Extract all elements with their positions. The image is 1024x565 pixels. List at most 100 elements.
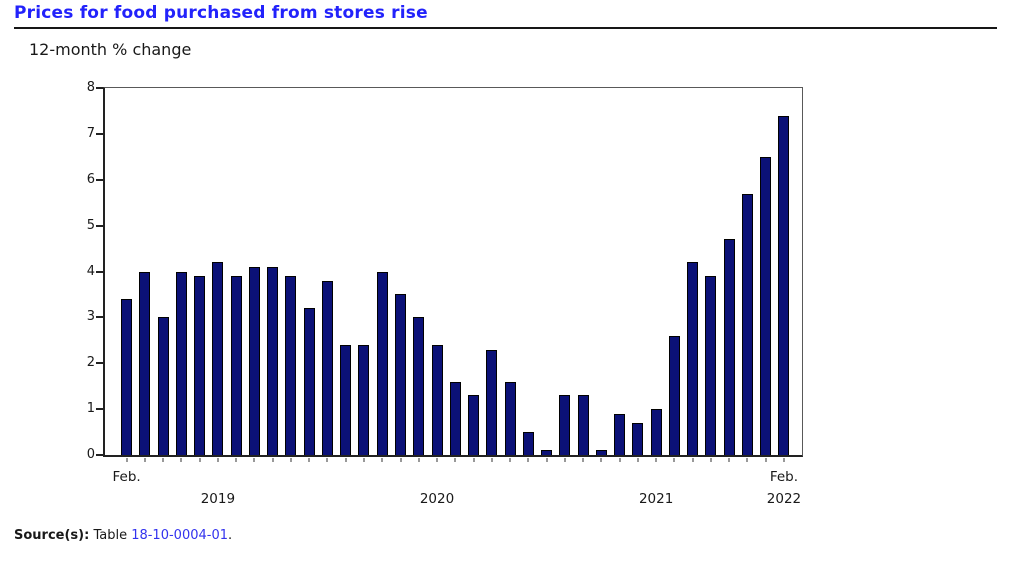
bar-may-2021 (614, 413, 626, 455)
bar-oct-2021 (705, 276, 717, 455)
y-axis-tick (96, 270, 103, 273)
x-axis-tick-label: Feb. (112, 469, 141, 485)
x-axis-tick-label: Feb. (769, 469, 799, 485)
y-axis-tick-label: 5 (86, 217, 95, 233)
x-axis-minor-tick (454, 458, 457, 462)
x-axis-minor-tick (691, 458, 694, 462)
x-axis-minor-tick (399, 458, 402, 462)
x-axis-minor-tick (344, 458, 347, 462)
bar-dec-2020 (522, 432, 534, 455)
bar-apr-2020 (376, 271, 388, 455)
bar-dec-2019 (303, 308, 315, 455)
bar-jul-2021 (650, 409, 662, 455)
x-axis-minor-tick (472, 458, 475, 462)
x-axis-minor-tick (782, 458, 785, 462)
y-axis-tick (96, 87, 103, 89)
bar-jun-2021 (632, 422, 644, 455)
x-axis-tick-label: 2021 (638, 491, 674, 507)
y-axis-tick (96, 362, 103, 365)
source-table-link[interactable]: 18-10-0004-01 (131, 528, 228, 543)
y-axis-tick-label: 3 (86, 309, 95, 325)
x-axis-minor-tick (436, 458, 439, 462)
x-axis-minor-tick (289, 458, 292, 462)
y-axis-tick (96, 132, 103, 135)
chart-title: Prices for food purchased from stores ri… (14, 3, 428, 23)
x-axis-minor-tick (673, 458, 676, 462)
bar-nov-2020 (504, 381, 516, 455)
x-axis-minor-tick (271, 458, 274, 462)
bar-jun-2019 (194, 276, 206, 455)
bar-may-2020 (395, 294, 406, 455)
bar-feb-2019 (121, 299, 133, 455)
x-axis-minor-tick (636, 458, 639, 462)
bar-mar-2020 (358, 344, 370, 455)
y-axis-tick (96, 408, 103, 411)
bar-dec-2021 (741, 193, 753, 455)
x-axis-minor-tick (618, 458, 621, 462)
bar-jan-2021 (541, 450, 553, 455)
y-axis-tick (96, 316, 103, 319)
y-axis-tick (96, 224, 103, 227)
x-axis-minor-tick (728, 458, 731, 462)
bar-may-2019 (175, 271, 187, 455)
y-axis-tick-label: 8 (86, 80, 95, 95)
x-axis-minor-tick (582, 458, 585, 462)
bar-sep-2019 (248, 266, 260, 455)
bar-oct-2020 (486, 349, 498, 455)
bar-sep-2021 (687, 262, 699, 455)
x-axis-minor-tick (326, 458, 329, 462)
bar-aug-2019 (230, 276, 242, 455)
bar-jul-2019 (212, 262, 224, 455)
bar-nov-2021 (723, 239, 735, 455)
bar-jan-2022 (760, 156, 772, 455)
bar-jun-2020 (413, 317, 425, 455)
x-axis-minor-tick (125, 458, 128, 462)
y-axis-tick (96, 454, 103, 456)
bar-sep-2020 (468, 395, 480, 455)
x-axis-minor-tick (308, 458, 311, 462)
bar-nov-2019 (285, 276, 297, 455)
x-axis-minor-tick (362, 458, 365, 462)
title-underline-rule (14, 27, 997, 29)
y-axis-tick-label: 1 (86, 401, 95, 417)
x-axis-minor-tick (764, 458, 767, 462)
bar-feb-2021 (559, 395, 571, 455)
x-axis-minor-tick (235, 458, 238, 462)
y-axis-tick (96, 178, 103, 181)
x-axis-minor-tick (655, 458, 658, 462)
bar-apr-2021 (595, 450, 607, 455)
bar-aug-2020 (449, 381, 461, 455)
x-axis-minor-tick (198, 458, 201, 462)
bar-jan-2020 (321, 280, 333, 455)
bar-jul-2020 (431, 344, 443, 455)
y-axis-tick-label: 4 (86, 263, 95, 279)
bar-oct-2019 (267, 266, 279, 455)
y-axis-tick-label: 6 (86, 171, 95, 187)
y-axis-tick-label: 0 (86, 447, 95, 462)
source-prefix: Source(s): (14, 528, 90, 543)
x-axis-tick-label: 2019 (200, 491, 236, 507)
x-axis-minor-tick (709, 458, 712, 462)
bar-feb-2022 (778, 115, 790, 455)
x-axis-minor-tick (509, 458, 512, 462)
source-line: Source(s): Table 18-10-0004-01. (14, 528, 232, 543)
y-axis-unit-label: 12-month % change (29, 40, 192, 59)
bar-apr-2019 (157, 317, 169, 455)
x-axis-minor-tick (162, 458, 165, 462)
x-axis-minor-tick (253, 458, 256, 462)
x-axis-tick-label: 2020 (419, 491, 455, 507)
x-axis-minor-tick (600, 458, 603, 462)
x-axis-minor-tick (545, 458, 548, 462)
x-axis-tick-label: 2022 (766, 491, 802, 507)
source-period: . (228, 528, 233, 543)
x-axis-minor-tick (490, 458, 493, 462)
x-axis-minor-tick (417, 458, 420, 462)
x-axis-minor-tick (563, 458, 566, 462)
bar-mar-2019 (139, 271, 151, 455)
bar-feb-2020 (340, 344, 352, 455)
source-text: Table (89, 528, 132, 543)
x-axis-minor-tick (381, 458, 384, 462)
x-axis-minor-tick (180, 458, 183, 462)
plot-area (103, 87, 803, 457)
